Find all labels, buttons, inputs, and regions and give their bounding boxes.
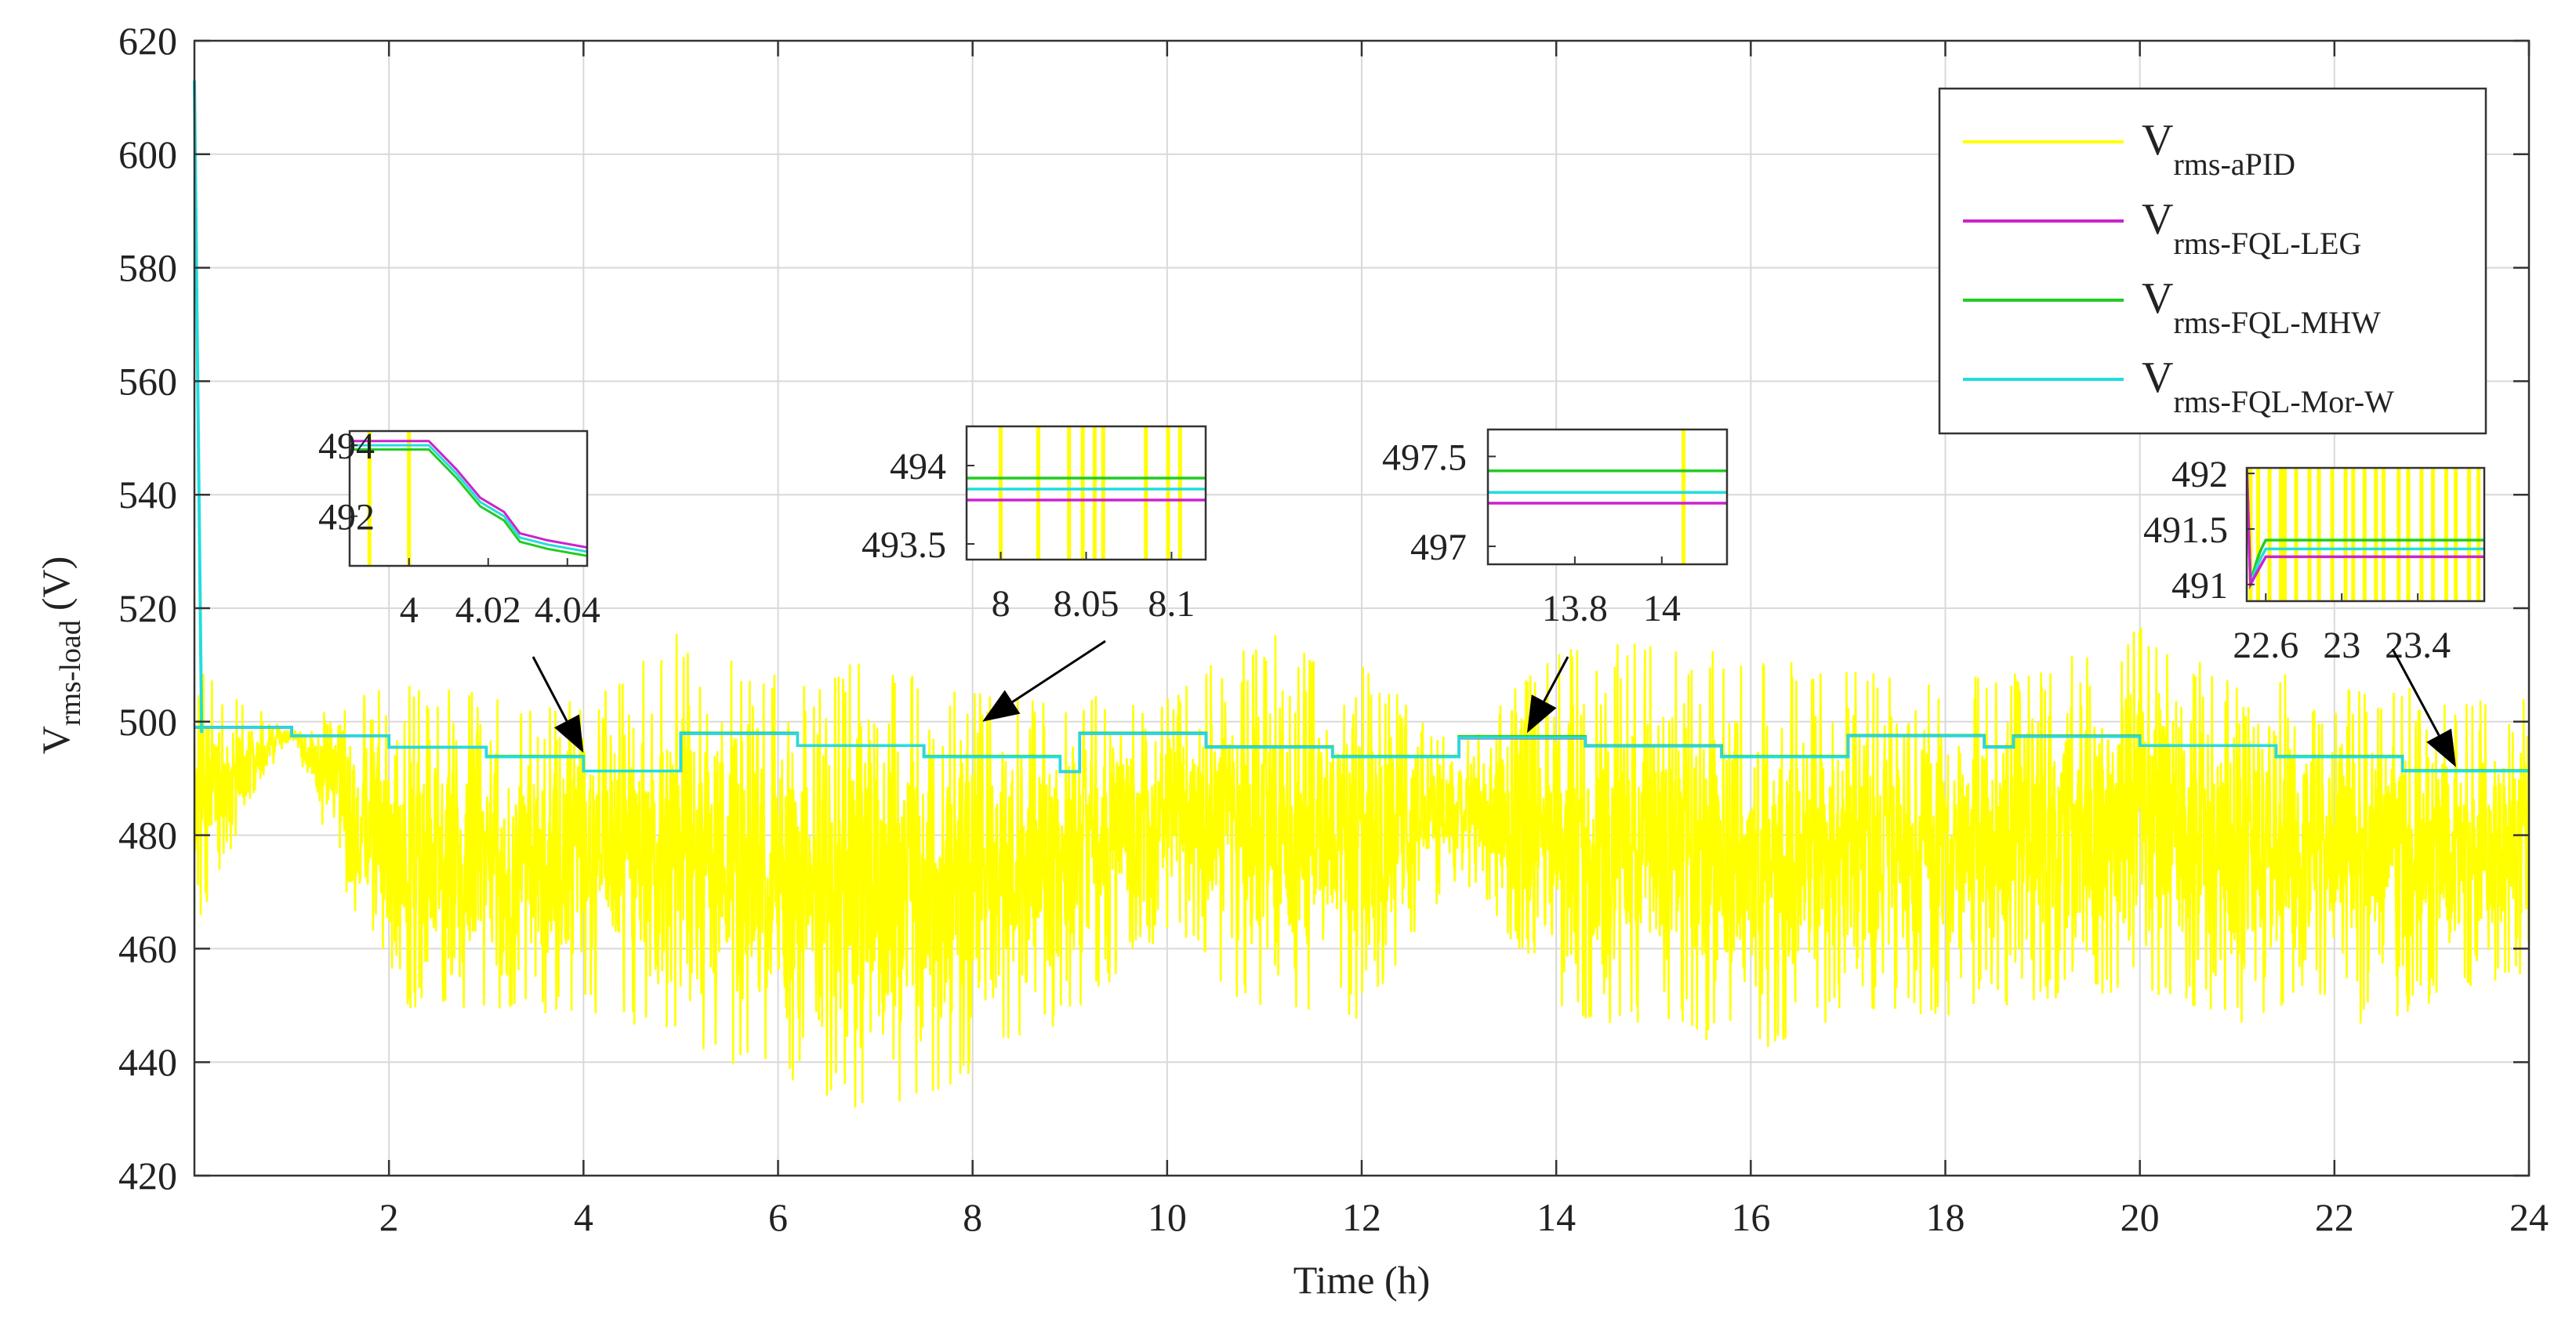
legend-label-sub: rms-FQL-MHW	[2173, 305, 2381, 340]
inset-y-tick-label: 491.5	[2143, 509, 2228, 551]
inset-x-tick-label: 14	[1643, 588, 1681, 629]
zoom-insets: 4 4.02 4.04 494 492 8 8.05 8.1 494 493.5 13.8 14 497…	[318, 425, 2486, 666]
y-axis-label-main: V	[34, 726, 78, 754]
x-tick-label: 22	[2315, 1195, 2354, 1239]
arrow-head	[2426, 728, 2456, 767]
x-tick-label: 4	[574, 1195, 593, 1239]
inset-i1: 4 4.02 4.04 494 492	[318, 426, 600, 631]
legend-label-main: V	[2142, 195, 2173, 244]
inset-frame	[348, 429, 589, 567]
y-axis-label: Vrms-load (V)	[34, 556, 87, 755]
inset-i2: 8 8.05 8.1 494 493.5	[862, 425, 1207, 625]
y-tick-label: 540	[118, 473, 177, 516]
inset-curve-LEG	[350, 440, 587, 549]
annotation-arrows	[532, 640, 2456, 767]
legend-label-LEG: Vrms-FQL-LEG	[2142, 195, 2361, 261]
arrow-head	[982, 690, 1021, 722]
inset-x-tick-label: 8.05	[1054, 583, 1119, 625]
inset-x-tick-label: 4.02	[455, 589, 521, 631]
x-tick-label: 6	[768, 1195, 788, 1239]
x-tick-label: 10	[1148, 1195, 1187, 1239]
inset-background	[967, 426, 1206, 560]
y-tick-label: 580	[118, 246, 177, 290]
start-spike-MorW	[193, 80, 204, 734]
arrow-shaft	[2391, 648, 2440, 736]
x-tick-label: 14	[1537, 1195, 1576, 1239]
arrow-shaft	[1011, 640, 1106, 703]
legend-label-main: V	[2142, 116, 2173, 165]
legend-label-sub: rms-FQL-LEG	[2173, 226, 2361, 261]
y-tick-label: 440	[118, 1040, 177, 1084]
series-aPID	[193, 627, 2531, 1107]
inset-i4: 22.6 23 23.4 492 491.5 491	[2143, 454, 2486, 666]
y-axis-label-unit: (V)	[34, 556, 78, 611]
inset-plot	[1488, 429, 1727, 564]
x-tick-label: 16	[1731, 1195, 1770, 1239]
legend-label-aPID: Vrms-aPID	[2142, 116, 2295, 182]
legend-label-sub: rms-aPID	[2173, 147, 2295, 182]
inset-x-tick-label: 8.1	[1148, 583, 1195, 625]
inset-x-tick-label: 22.6	[2233, 625, 2298, 666]
inset-y-tick-label: 494	[318, 426, 375, 467]
x-tick-label: 20	[2121, 1195, 2160, 1239]
inset-curve-MHW	[350, 448, 587, 557]
arrow-shaft	[532, 656, 568, 722]
y-tick-label: 560	[118, 359, 177, 403]
inset-y-tick-label: 491	[2171, 565, 2228, 607]
inset-x-tick-label: 4	[400, 589, 419, 631]
inset-y-tick-label: 497.5	[1382, 437, 1467, 478]
inset-frame	[1486, 428, 1729, 566]
arrow-head	[554, 714, 584, 753]
inset-x-tick-label: 13.8	[1542, 588, 1608, 629]
series-step-lines	[193, 80, 2529, 774]
y-tick-label: 480	[118, 814, 177, 857]
inset-i3: 13.8 14 497.5 497	[1382, 428, 1729, 629]
y-tick-label: 620	[118, 19, 177, 63]
inset-y-tick-label: 494	[890, 446, 946, 487]
x-axis-label: Time (h)	[1293, 1258, 1431, 1302]
inset-plot	[350, 431, 587, 566]
inset-y-tick-label: 492	[318, 497, 375, 538]
inset-frame	[2245, 466, 2486, 603]
inset-x-tick-label: 23.4	[2385, 625, 2451, 666]
inset-x-tick-label: 8	[992, 583, 1010, 625]
arrow-shaft	[1543, 656, 1569, 702]
inset-x-tick-label: 4.04	[535, 589, 600, 631]
legend: Vrms-aPIDVrms-FQL-LEGVrms-FQL-MHWVrms-FQ…	[1938, 87, 2487, 435]
y-tick-label: 500	[118, 700, 177, 744]
step-line-MorW	[194, 726, 2529, 774]
inset-y-tick-label: 493.5	[862, 524, 946, 566]
x-tick-label: 2	[379, 1195, 399, 1239]
arrow-head	[1526, 694, 1557, 734]
x-tick-label: 18	[1926, 1195, 1965, 1239]
y-tick-label: 520	[118, 586, 177, 630]
x-tick-label: 24	[2509, 1195, 2549, 1239]
y-tick-label: 420	[118, 1154, 177, 1198]
legend-label-main: V	[2142, 353, 2173, 402]
legend-label-MHW: Vrms-FQL-MHW	[2142, 274, 2381, 340]
inset-background	[1488, 429, 1727, 564]
y-tick-label: 600	[118, 132, 177, 176]
inset-plot	[967, 426, 1206, 560]
axis-ticks: 2 4 6 8 10 12 14 16 18 20 22 2442044046048050052054…	[118, 19, 2549, 1239]
legend-label-main: V	[2142, 274, 2173, 323]
x-tick-label: 8	[963, 1195, 982, 1239]
legend-box	[1938, 87, 2487, 435]
legend-label-MorW: Vrms-FQL-Mor-W	[2142, 353, 2394, 419]
aPID-line	[193, 627, 2531, 1107]
y-axis-label-sub: rms-load	[54, 620, 87, 726]
inset-y-tick-label: 492	[2171, 454, 2228, 495]
inset-curve-MorW	[350, 444, 587, 553]
legend-label-sub: rms-FQL-Mor-W	[2173, 384, 2394, 419]
inset-y-tick-label: 497	[1410, 527, 1467, 568]
x-tick-label: 12	[1342, 1195, 1381, 1239]
inset-x-tick-label: 23	[2323, 625, 2360, 666]
y-tick-label: 460	[118, 926, 177, 970]
